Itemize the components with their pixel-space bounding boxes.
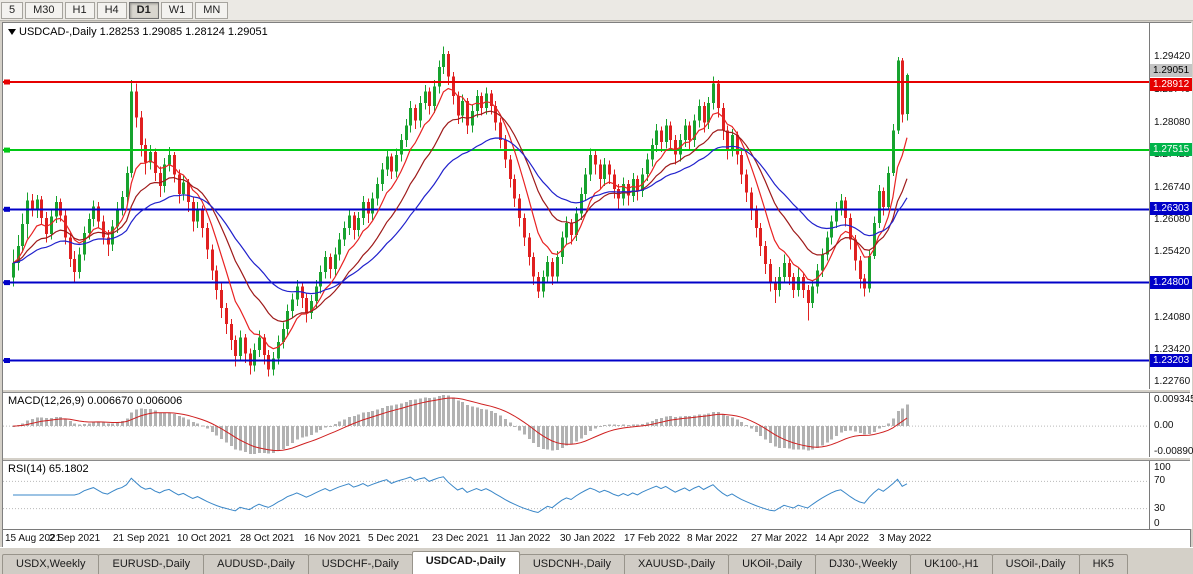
macd-histogram [12,395,909,454]
price-badge: 1.24800 [1150,276,1192,289]
timeframe-button-h4[interactable]: H4 [96,1,127,19]
chart-tab-dj30-weekly[interactable]: DJ30-,Weekly [814,554,912,574]
price-axis-label: 1.24080 [1154,312,1191,323]
chart-tab-usdcad-daily[interactable]: USDCAD-,Daily [411,551,520,574]
time-axis-label: 27 Mar 2022 [751,533,808,544]
price-pane[interactable] [3,23,1149,389]
rsi-axis-label: 0 [1154,518,1160,529]
price-axis-label: 1.22760 [1154,376,1191,387]
macd-values: 0.006670 0.006006 [87,395,183,407]
time-axis-label: 3 May 2022 [879,533,932,544]
chart-symbol-period: USDCAD-,Daily [19,26,97,38]
candles [12,46,909,377]
rsi-line [13,476,908,514]
ohlc-open: 1.28253 [99,26,140,38]
time-axis-label: 21 Sep 2021 [113,533,170,544]
timeframe-button-m30[interactable]: M30 [25,1,63,19]
rsi-label: RSI(14) 65.1802 [8,463,92,475]
chart-tab-ukoil-daily[interactable]: UKOil-,Daily [728,554,816,574]
ma-line-17 [12,110,908,323]
hline-left-marker [4,206,10,212]
time-axis-label: 10 Oct 2021 [177,533,232,544]
price-axis-label: 1.23420 [1154,344,1191,355]
macd-pane[interactable] [3,393,1149,457]
timeframe-toolbar: 5 M30 H1 H4 D1 W1 MN [0,0,1193,21]
ohlc-high: 1.29085 [142,26,183,38]
price-badge: 1.29051 [1150,64,1192,77]
macd-label: MACD(12,26,9) 0.006670 0.006006 [8,395,185,407]
rsi-value: 65.1802 [48,463,89,475]
time-axis-label: 23 Dec 2021 [432,533,489,544]
timeframe-button-h1[interactable]: H1 [64,1,95,19]
chart-title: USDCAD-,Daily 1.28253 1.29085 1.28124 1.2905… [8,26,271,38]
chart-tab-usdx-weekly[interactable]: USDX,Weekly [2,554,100,574]
rsi-axis-label: 100 [1154,462,1171,473]
pane-splitter[interactable] [3,389,1190,393]
chart-tab-usoil-daily[interactable]: USOil-,Daily [991,554,1080,574]
price-axis-label: 1.29420 [1154,51,1191,62]
price-badge: 1.26303 [1150,202,1192,215]
macd-name: MACD(12,26,9) [8,395,85,407]
price-axis-label: 1.26080 [1154,214,1191,225]
time-axis-label: 11 Jan 2022 [496,533,551,544]
rsi-pane[interactable] [3,461,1149,529]
chart-tab-usdcnh-daily[interactable]: USDCNH-,Daily [518,554,626,574]
price-badge: 1.23203 [1150,354,1192,367]
time-axis-label: 16 Nov 2021 [304,533,361,544]
macd-axis-label: 0.00 [1154,420,1174,431]
timeframe-button-5[interactable]: 5 [1,1,24,19]
time-axis-label: 30 Jan 2022 [560,533,616,544]
hline-left-marker [4,79,10,85]
chart-region: USDCAD-,Daily 1.28253 1.29085 1.28124 1.2905… [2,22,1193,548]
chart-tab-usdchf-daily[interactable]: USDCHF-,Daily [307,554,413,574]
chart-tabbar: USDX,Weekly EURUSD-,Daily AUDUSD-,Daily USD… [0,547,1193,574]
chart-tab-eurusd-daily[interactable]: EURUSD-,Daily [98,554,205,574]
time-axis-label: 28 Oct 2021 [240,533,295,544]
time-axis[interactable]: 15 Aug 2021 2 Sep 2021 21 Sep 2021 10 Oct 2… [3,529,1190,548]
time-axis-label: 8 Mar 2022 [687,533,738,544]
time-axis-label: 2 Sep 2021 [49,533,101,544]
ma-line-32 [12,137,908,295]
hline-left-marker [4,358,10,363]
chart-tab-audusd-daily[interactable]: AUDUSD-,Daily [203,554,309,574]
timeframe-button-w1[interactable]: W1 [160,1,194,19]
ma-line-8 [12,87,908,350]
macd-axis-label: 0.009345 [1154,394,1193,405]
price-axis[interactable]: 1.294201.287401.280801.274201.267401.260… [1149,23,1193,529]
timeframe-button-d1[interactable]: D1 [128,1,159,19]
price-badge: 1.27515 [1150,143,1192,156]
rsi-axis-label: 70 [1154,475,1166,486]
time-axis-label: 5 Dec 2021 [368,533,420,544]
timeframe-button-mn[interactable]: MN [195,1,229,19]
price-axis-label: 1.26740 [1154,182,1191,193]
pane-splitter[interactable] [3,457,1190,461]
time-axis-label: 17 Feb 2022 [624,533,681,544]
hline-left-marker [4,147,10,153]
price-badge: 1.28912 [1150,78,1192,91]
rsi-name: RSI(14) [8,463,46,475]
chart-tab-hk5[interactable]: HK5 [1078,554,1128,574]
hline-left-marker [4,280,10,286]
chart-tab-uk100-h1[interactable]: UK100-,H1 [910,554,993,574]
symbol-marker-icon [8,29,16,35]
price-axis-label: 1.28080 [1154,117,1191,128]
price-axis-label: 1.25420 [1154,246,1191,257]
time-axis-label: 15 Aug 2021 [5,533,62,544]
ohlc-close: 1.29051 [227,26,268,38]
chart-tab-xauusd-daily[interactable]: XAUUSD-,Daily [624,554,730,574]
macd-axis-label: -0.008902 [1154,446,1193,457]
rsi-axis-label: 30 [1154,503,1166,514]
ohlc-low: 1.28124 [185,26,225,38]
time-axis-label: 14 Apr 2022 [815,533,869,544]
macd-signal-line [12,397,908,452]
